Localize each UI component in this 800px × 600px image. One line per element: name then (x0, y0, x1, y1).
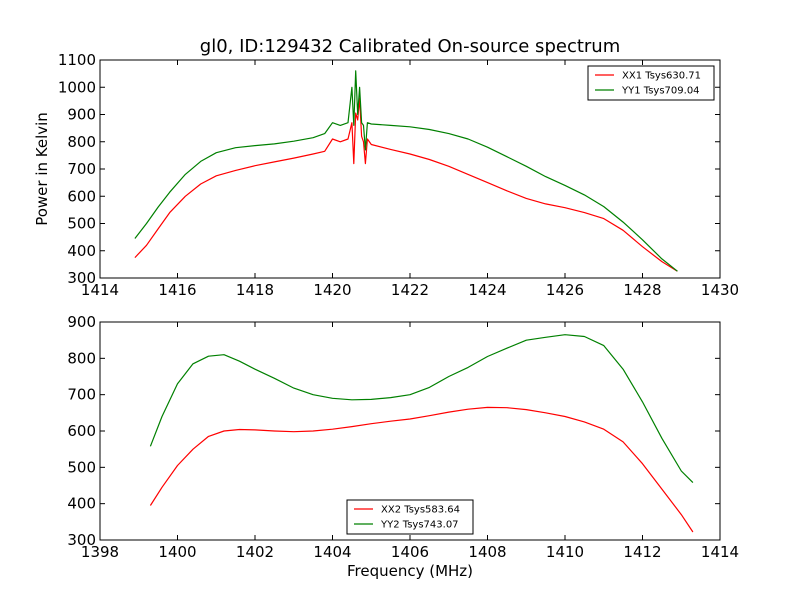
x-tick-label: 1428 (623, 281, 661, 299)
y-tick-label: 300 (67, 531, 96, 549)
series-line-yy2 (149, 334, 694, 484)
legend-label-yy1: YY1 Tsys709.04 (621, 86, 700, 97)
x-tick-label: 1406 (391, 543, 429, 561)
x-tick-label: 1412 (623, 543, 661, 561)
bottom-chart: 1398 1400 1402 1404 1406 1408 1410 1412 1414 300 4… (67, 313, 739, 561)
series-line-yy1 (134, 70, 678, 272)
y-tick-label: 1100 (58, 51, 96, 69)
series-line-xx2 (149, 406, 694, 533)
y-tick-label: 900 (67, 313, 96, 331)
y-tick-label: 1000 (58, 78, 96, 96)
tick-group: 1398 1400 1402 1404 1406 1408 1410 1412 1414 300 4… (67, 313, 739, 561)
legend: XX1 Tsys630.71 YY1 Tsys709.04 (587, 65, 715, 101)
y-tick-label: 500 (67, 215, 96, 233)
y-tick-label: 800 (67, 133, 96, 151)
legend-label-xx1: XX1 Tsys630.71 (622, 71, 701, 82)
x-tick-label: 1424 (468, 281, 506, 299)
x-tick-label: 1418 (236, 281, 274, 299)
series-group (149, 334, 694, 533)
x-tick-label: 1414 (81, 281, 119, 299)
x-axis-label: Frequency (MHz) (347, 562, 473, 580)
chart-title: gl0, ID:129432 Calibrated On-source spec… (200, 36, 620, 57)
x-tick-label: 1404 (313, 543, 351, 561)
y-tick-label: 900 (67, 106, 96, 124)
y-tick-label: 600 (67, 422, 96, 440)
tick-group: 1414 1416 1418 1420 1422 1424 1426 1428 1430 300 4… (58, 51, 739, 299)
x-tick-label: 1408 (468, 543, 506, 561)
y-tick-label: 600 (67, 187, 96, 205)
x-tick-label: 1426 (546, 281, 584, 299)
y-axis-label: Power in Kelvin (33, 112, 51, 226)
x-tick-label: 1414 (701, 543, 739, 561)
y-tick-label: 400 (67, 242, 96, 260)
x-tick-label: 1400 (158, 543, 196, 561)
y-tick-label: 700 (67, 386, 96, 404)
top-chart: 1414 1416 1418 1420 1422 1424 1426 1428 1430 300 4… (58, 51, 739, 299)
x-tick-label: 1398 (81, 543, 119, 561)
legend-label-yy2: YY2 Tsys743.07 (380, 520, 459, 531)
legend-label-xx2: XX2 Tsys583.64 (381, 505, 460, 516)
y-tick-label: 300 (67, 269, 96, 287)
series-line-xx1 (134, 97, 678, 272)
legend-box (587, 65, 715, 101)
x-tick-label: 1402 (236, 543, 274, 561)
y-tick-label: 700 (67, 160, 96, 178)
y-tick-label: 800 (67, 349, 96, 367)
x-tick-label: 1420 (313, 281, 351, 299)
x-tick-label: 1410 (546, 543, 584, 561)
x-tick-label: 1422 (391, 281, 429, 299)
x-tick-label: 1416 (158, 281, 196, 299)
x-tick-label: 1430 (701, 281, 739, 299)
y-tick-label: 400 (67, 495, 96, 513)
legend: XX2 Tsys583.64 YY2 Tsys743.07 (346, 499, 474, 535)
y-tick-label: 500 (67, 458, 96, 476)
series-group (134, 70, 678, 272)
legend-box (346, 499, 474, 535)
